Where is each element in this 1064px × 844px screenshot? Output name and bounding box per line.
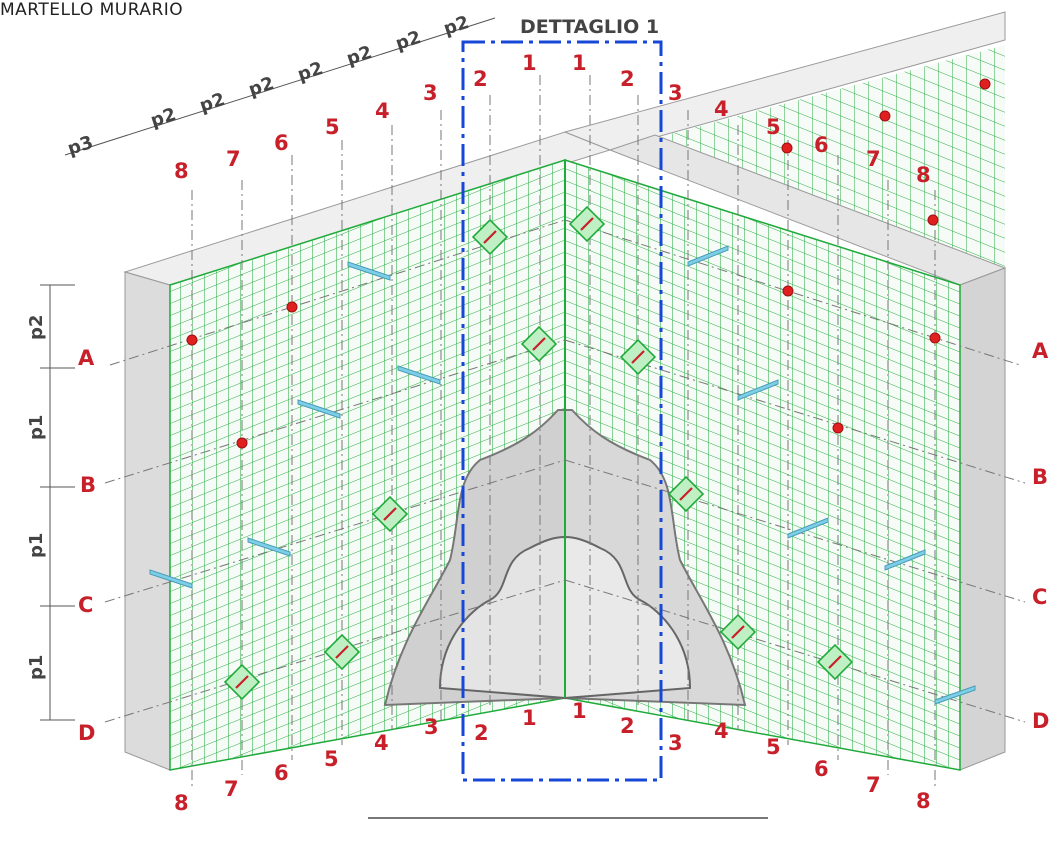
col-label-7-bottom-left: 7 [224, 777, 239, 801]
col-label-6-bottom-right: 6 [814, 757, 829, 781]
red-point-marker-icon [879, 110, 891, 122]
col-label-3-top-right: 3 [668, 81, 683, 105]
red-point-marker-icon [186, 334, 198, 346]
spacing-p1-left-3: p1 [26, 655, 47, 680]
col-label-6-top-right: 6 [814, 133, 829, 157]
col-label-6-bottom-left: 6 [274, 761, 289, 785]
spacing-p2-top-1: p2 [148, 104, 179, 132]
row-label-b-left: B [80, 473, 96, 497]
dowel-bar-icon [884, 549, 926, 571]
row-label-a-left: A [78, 346, 95, 370]
col-label-2-top-right: 2 [620, 67, 635, 91]
spacing-p2-top-5: p2 [344, 42, 375, 70]
col-label-7-bottom-right: 7 [866, 773, 881, 797]
spacing-p2-top-3: p2 [246, 73, 277, 101]
col-label-8-top-left: 8 [174, 159, 189, 183]
spacing-p3-top: p3 [65, 132, 96, 160]
col-label-1-bottom-right: 1 [572, 699, 587, 723]
detail-frame: DETTAGLIO 1 [461, 16, 663, 782]
col-label-5-bottom-left: 5 [324, 747, 339, 771]
col-label-7-top-right: 7 [866, 147, 881, 171]
left-wall-face [169, 158, 566, 771]
col-label-2-top-left: 2 [473, 67, 488, 91]
dowel-bar-icon [297, 399, 341, 419]
vertical-dimension [40, 284, 75, 721]
spacing-p2-left: p2 [26, 315, 47, 340]
col-label-7-top-left: 7 [226, 147, 241, 171]
col-label-1-top-left: 1 [522, 51, 537, 75]
dowel-bar-icon [934, 685, 976, 705]
spacing-p1-left-1: p1 [26, 415, 47, 440]
red-point-marker-icon [781, 142, 793, 154]
col-label-5-top-right: 5 [766, 115, 781, 139]
col-label-4-bottom-left: 4 [374, 731, 389, 755]
col-label-8-top-right: 8 [916, 163, 931, 187]
col-label-2-bottom-left: 2 [474, 721, 489, 745]
red-point-marker-icon [929, 332, 941, 344]
col-label-5-bottom-right: 5 [766, 735, 781, 759]
red-point-marker-icon [832, 422, 844, 434]
col-label-1-bottom-left: 1 [522, 706, 537, 730]
spacing-p2-top-6: p2 [393, 27, 424, 55]
col-label-4-top-right: 4 [714, 97, 729, 121]
detail-label: DETTAGLIO 1 [520, 16, 659, 38]
spacing-p1-left-2: p1 [26, 533, 47, 558]
dowel-bar-icon [247, 537, 291, 557]
dowel-bar-icon [737, 379, 779, 401]
col-label-8-bottom-right: 8 [916, 789, 931, 813]
red-point-markers [186, 78, 991, 449]
row-label-b-right: B [1032, 465, 1048, 489]
col-label-6-top-left: 6 [274, 131, 289, 155]
dowel-bar-icon [397, 365, 441, 385]
col-label-2-bottom-right: 2 [620, 714, 635, 738]
row-label-c-left: C [78, 593, 93, 617]
spacing-p2-top-7: p2 [441, 12, 472, 40]
col-label-4-top-left: 4 [375, 99, 390, 123]
dowel-bar-icon [347, 261, 391, 281]
dowel-bar-icon [149, 569, 193, 589]
red-point-marker-icon [286, 301, 298, 313]
col-label-8-bottom-left: 8 [174, 791, 189, 815]
top-dimension [64, 17, 496, 156]
row-label-d-right: D [1032, 709, 1049, 733]
corner-reinforcement [383, 160, 747, 707]
dowel-bar-icon [787, 517, 829, 539]
dowel-bars [149, 245, 976, 705]
row-label-a-right: A [1032, 339, 1049, 363]
anchor-rods [235, 217, 842, 689]
spacing-p2-top-4: p2 [295, 58, 326, 86]
col-label-5-top-left: 5 [325, 115, 340, 139]
spacing-p2-top-2: p2 [197, 89, 228, 117]
red-point-marker-icon [927, 214, 939, 226]
col-label-3-top-left: 3 [423, 81, 438, 105]
red-point-marker-icon [979, 78, 991, 90]
col-label-1-top-right: 1 [572, 51, 587, 75]
dowel-bar-icon [687, 245, 729, 267]
row-label-d-left: D [78, 721, 95, 745]
red-point-marker-icon [236, 437, 248, 449]
col-label-3-bottom-right: 3 [668, 731, 683, 755]
col-label-3-bottom-left: 3 [424, 715, 439, 739]
header-text: MARTELLO MURARIO [0, 0, 184, 20]
row-label-c-right: C [1032, 585, 1047, 609]
col-label-4-bottom-right: 4 [714, 719, 729, 743]
red-point-marker-icon [782, 285, 794, 297]
